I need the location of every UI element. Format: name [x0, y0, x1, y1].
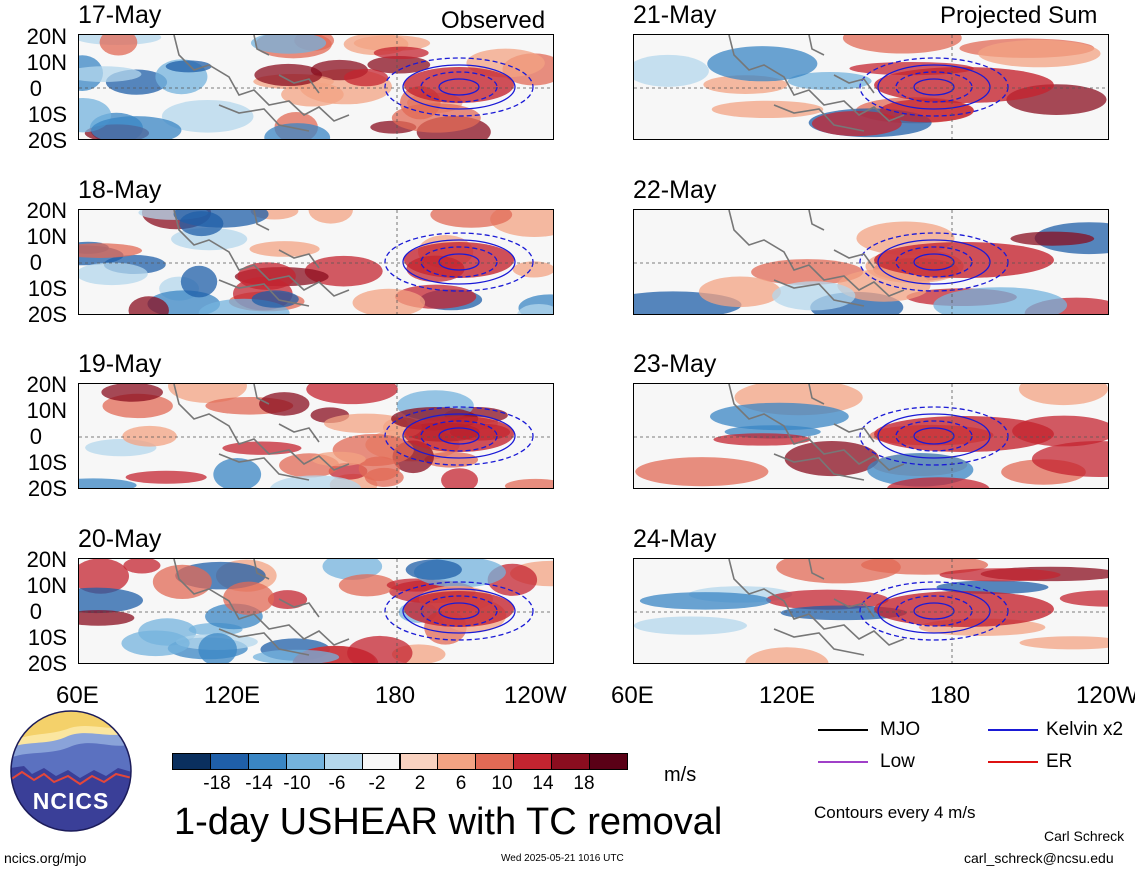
- date-label: 17-May: [78, 1, 162, 29]
- lat-label: 10S: [27, 276, 67, 301]
- lat-label: 20S: [27, 302, 67, 327]
- lon-label: 60E: [611, 682, 654, 709]
- map-panel-projected-3: [633, 558, 1109, 664]
- colorbar-tick-label: -6: [328, 773, 346, 794]
- map-panel-projected-2: [633, 383, 1109, 489]
- colorbar-tick-label: 18: [573, 773, 595, 794]
- colorbar-swatch: [399, 753, 439, 770]
- map-field: [634, 210, 1108, 314]
- main-title: 1-day USHEAR with TC removal: [174, 801, 723, 843]
- lat-label: 10N: [26, 398, 67, 423]
- colorbar-tick-label: -2: [368, 773, 386, 794]
- observed-title: Observed: [441, 7, 546, 34]
- ncics-logo: NCICS: [10, 710, 132, 832]
- date-label: 24-May: [633, 525, 717, 553]
- colorbar-tick-label: 6: [455, 773, 467, 794]
- map-panel-observed-1: [78, 209, 554, 315]
- legend-label-er: ER: [1046, 751, 1073, 772]
- lat-label: 20N: [26, 198, 67, 223]
- lat-label: 10S: [27, 102, 67, 127]
- colorbar-swatch: [285, 753, 325, 770]
- map-field: [79, 559, 553, 663]
- lat-label: 10S: [27, 625, 67, 650]
- map-field: [79, 35, 553, 139]
- date-label: 18-May: [78, 176, 162, 204]
- logo-text: NCICS: [32, 788, 110, 814]
- lat-label: 10S: [27, 450, 67, 475]
- lon-label: 180: [930, 682, 971, 709]
- lat-label: 10N: [26, 224, 67, 249]
- lat-label: 20N: [26, 547, 67, 572]
- map-field: [79, 210, 553, 314]
- lon-label: 180: [375, 682, 416, 709]
- lat-label: 20S: [27, 651, 67, 676]
- footer-url: ncics.org/mjo: [4, 850, 87, 866]
- lat-label: 0: [29, 250, 42, 275]
- colorbar-tick-label: -14: [245, 773, 273, 794]
- date-label: 21-May: [633, 1, 717, 29]
- map-panel-observed-2: [78, 383, 554, 489]
- colorbar: [172, 753, 628, 770]
- colorbar-tick-label: -10: [283, 773, 311, 794]
- legend-label-low: Low: [880, 751, 915, 772]
- lat-label: 0: [29, 76, 42, 101]
- legend-swatch-low: [818, 761, 868, 763]
- map-panel-projected-1: [633, 209, 1109, 315]
- footer-timestamp: Wed 2025-05-21 1016 UTC: [501, 853, 624, 864]
- legend-swatch-mjo: [818, 729, 868, 731]
- lat-label: 20N: [26, 24, 67, 49]
- date-label: 19-May: [78, 350, 162, 378]
- map-field: [634, 559, 1108, 663]
- footer-email: carl_schreck@ncsu.edu: [964, 850, 1114, 866]
- lon-label: 120E: [759, 682, 816, 709]
- lat-label: 20S: [27, 476, 67, 501]
- contours-note: Contours every 4 m/s: [814, 803, 976, 822]
- map-panel-projected-0: [633, 34, 1109, 140]
- colorbar-swatch: [323, 753, 363, 770]
- lon-label: 120W: [504, 682, 567, 709]
- date-label: 23-May: [633, 350, 717, 378]
- legend-label-kelvin: Kelvin x2: [1046, 719, 1124, 740]
- legend-swatch-er: [988, 761, 1038, 763]
- map-panel-observed-0: [78, 34, 554, 140]
- legend-label-mjo: MJO: [880, 719, 921, 740]
- lat-label: 10N: [26, 50, 67, 75]
- colorbar-units: m/s: [664, 764, 697, 786]
- colorbar-swatch: [589, 753, 628, 770]
- colorbar-swatch: [361, 753, 401, 770]
- colorbar-labels: -18 -14 -10 -6 -2 2 6 10 14 18: [172, 774, 627, 794]
- colorbar-tick-label: 10: [491, 773, 513, 794]
- map-field: [79, 384, 553, 488]
- footer-author: Carl Schreck: [1044, 828, 1125, 844]
- colorbar-swatch: [247, 753, 287, 770]
- lat-label: 20N: [26, 372, 67, 397]
- legend-swatch-kelvin: [988, 729, 1038, 731]
- lon-label: 120E: [204, 682, 261, 709]
- date-label: 20-May: [78, 525, 162, 553]
- colorbar-swatch: [172, 753, 211, 770]
- colorbar-tick-label: 14: [532, 773, 554, 794]
- colorbar-swatch: [475, 753, 515, 770]
- lat-label: 10N: [26, 573, 67, 598]
- colorbar-swatch: [209, 753, 249, 770]
- lat-label: 20S: [27, 128, 67, 153]
- colorbar-swatch: [513, 753, 553, 770]
- map-field: [634, 384, 1108, 488]
- colorbar-tick-label: 2: [414, 773, 426, 794]
- date-label: 22-May: [633, 176, 717, 204]
- projected-title: Projected Sum: [940, 2, 1098, 29]
- colorbar-swatch: [437, 753, 477, 770]
- colorbar-swatch: [551, 753, 591, 770]
- lat-label: 0: [29, 599, 42, 624]
- lon-label: 120W: [1076, 682, 1135, 709]
- lon-label: 60E: [56, 682, 99, 709]
- map-field: [634, 35, 1108, 139]
- lat-label: 0: [29, 424, 42, 449]
- map-panel-observed-3: [78, 558, 554, 664]
- colorbar-tick-label: -18: [203, 773, 231, 794]
